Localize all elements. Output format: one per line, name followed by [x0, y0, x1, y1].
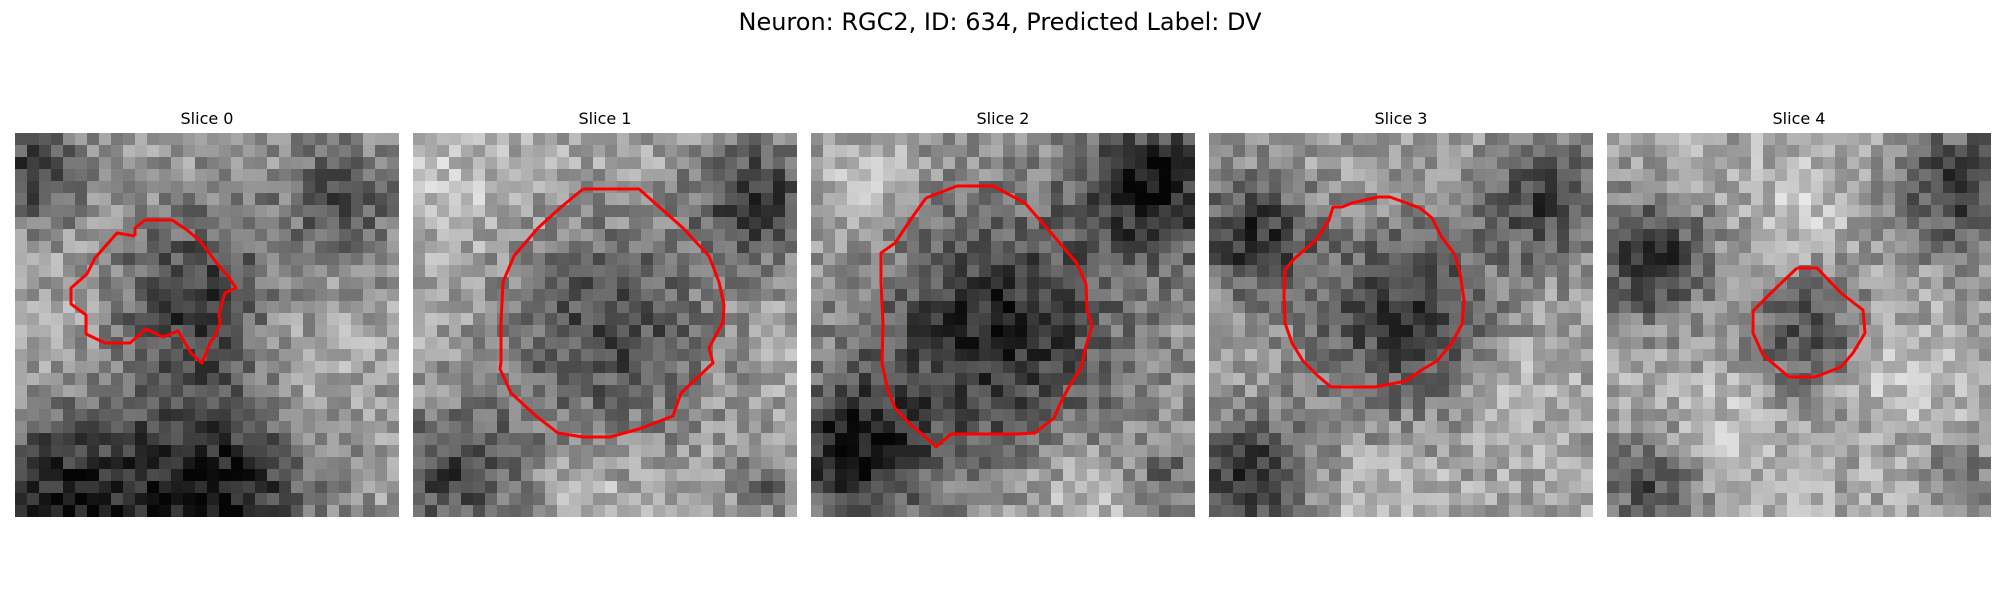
cell-contour [69, 218, 238, 365]
slice-panel-3: Slice 3 [1209, 108, 1593, 517]
slice-image-4 [1607, 133, 1991, 517]
figure-title: Neuron: RGC2, ID: 634, Predicted Label: … [738, 8, 1262, 36]
slice-title-3: Slice 3 [1374, 109, 1428, 128]
slice-title-0: Slice 0 [180, 109, 234, 128]
pixel-texture [1607, 133, 1991, 517]
pixel-texture [413, 133, 797, 517]
slice-image-0 [15, 133, 399, 517]
cell-contour [498, 187, 726, 439]
slice-image-2 [811, 133, 1195, 517]
slice-panel-1: Slice 1 [413, 108, 797, 517]
slice-image-3 [1209, 133, 1593, 517]
pixel-texture [1209, 133, 1593, 517]
slice-panel-2: Slice 2 [811, 108, 1195, 517]
slice-title-1: Slice 1 [578, 109, 632, 128]
cell-contour [879, 184, 1094, 449]
pixel-texture [811, 133, 1195, 517]
slice-panel-4: Slice 4 [1607, 108, 1991, 517]
slice-image-1 [413, 133, 797, 517]
cell-contour [1751, 266, 1867, 379]
slice-title-4: Slice 4 [1772, 109, 1826, 128]
cell-contour [1282, 195, 1466, 389]
slice-panel-0: Slice 0 [15, 108, 399, 517]
slice-title-2: Slice 2 [976, 109, 1030, 128]
pixel-texture [15, 133, 399, 517]
